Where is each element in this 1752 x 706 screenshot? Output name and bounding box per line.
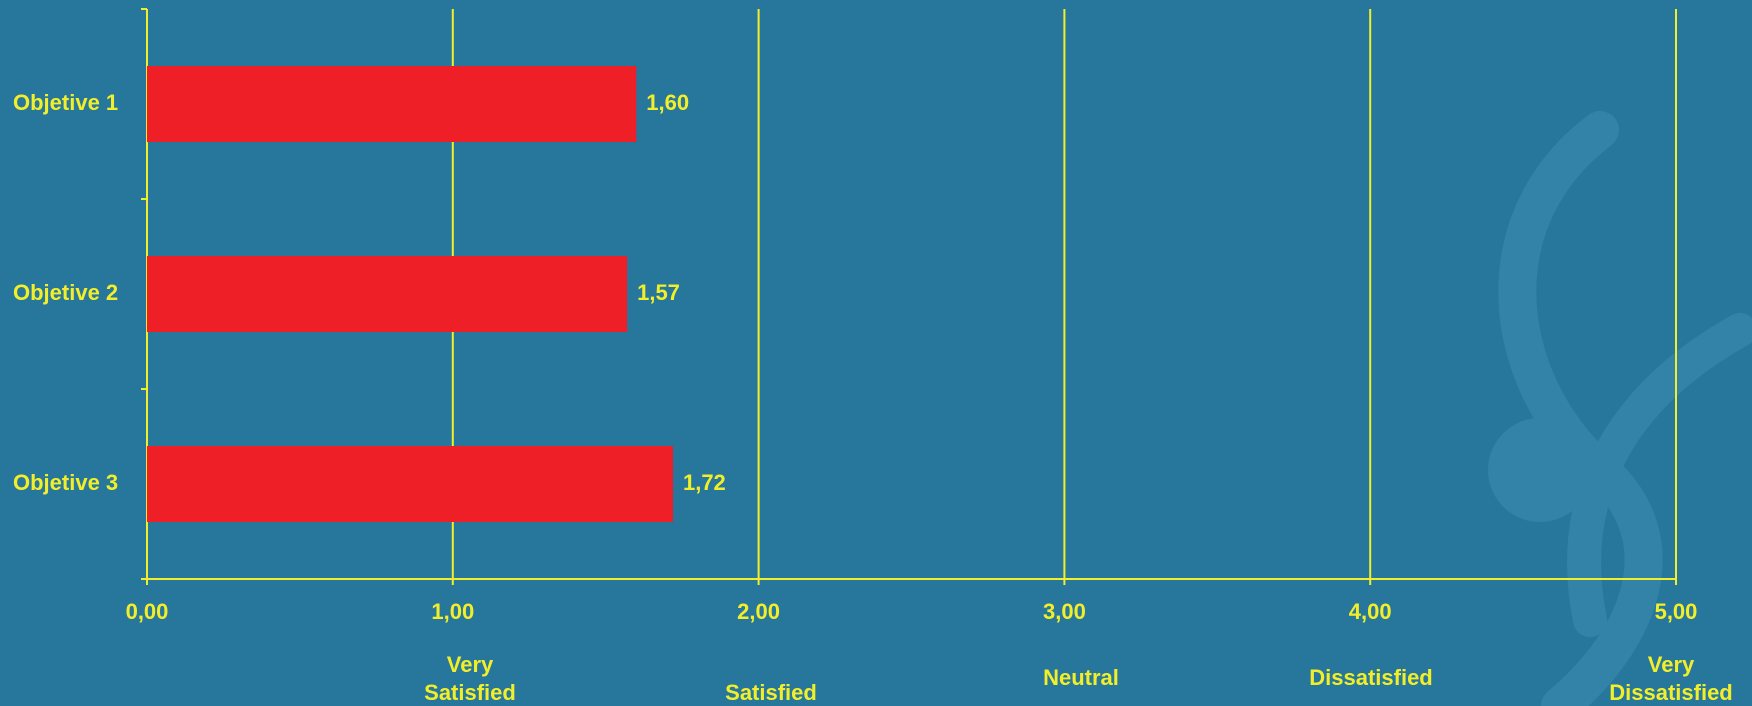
scale-label: Very: [1648, 652, 1695, 677]
x-tick-label: 1,00: [431, 599, 474, 624]
scale-label: Dissatisfied: [1309, 665, 1433, 690]
x-tick-label: 0,00: [126, 599, 169, 624]
background-decoration: [1488, 111, 1752, 706]
x-tick-label: 3,00: [1043, 599, 1086, 624]
value-label: 1,72: [683, 470, 726, 495]
bar: [147, 66, 637, 142]
value-label: 1,60: [646, 90, 689, 115]
value-label: 1,57: [637, 280, 680, 305]
x-tick-label: 5,00: [1655, 599, 1698, 624]
scale-label: Neutral: [1043, 665, 1119, 690]
scale-label: Satisfied: [725, 680, 817, 705]
x-tick-label: 4,00: [1349, 599, 1392, 624]
bar: [147, 446, 673, 522]
y-tick-label: Objetive 3: [13, 470, 118, 495]
bar: [147, 256, 628, 332]
y-tick-label: Objetive 1: [13, 90, 118, 115]
scale-label: Dissatisfied: [1609, 680, 1733, 705]
y-tick-label: Objetive 2: [13, 280, 118, 305]
x-tick-label: 2,00: [737, 599, 780, 624]
scale-label: Satisfied: [424, 680, 516, 705]
scale-label: Very: [447, 652, 494, 677]
